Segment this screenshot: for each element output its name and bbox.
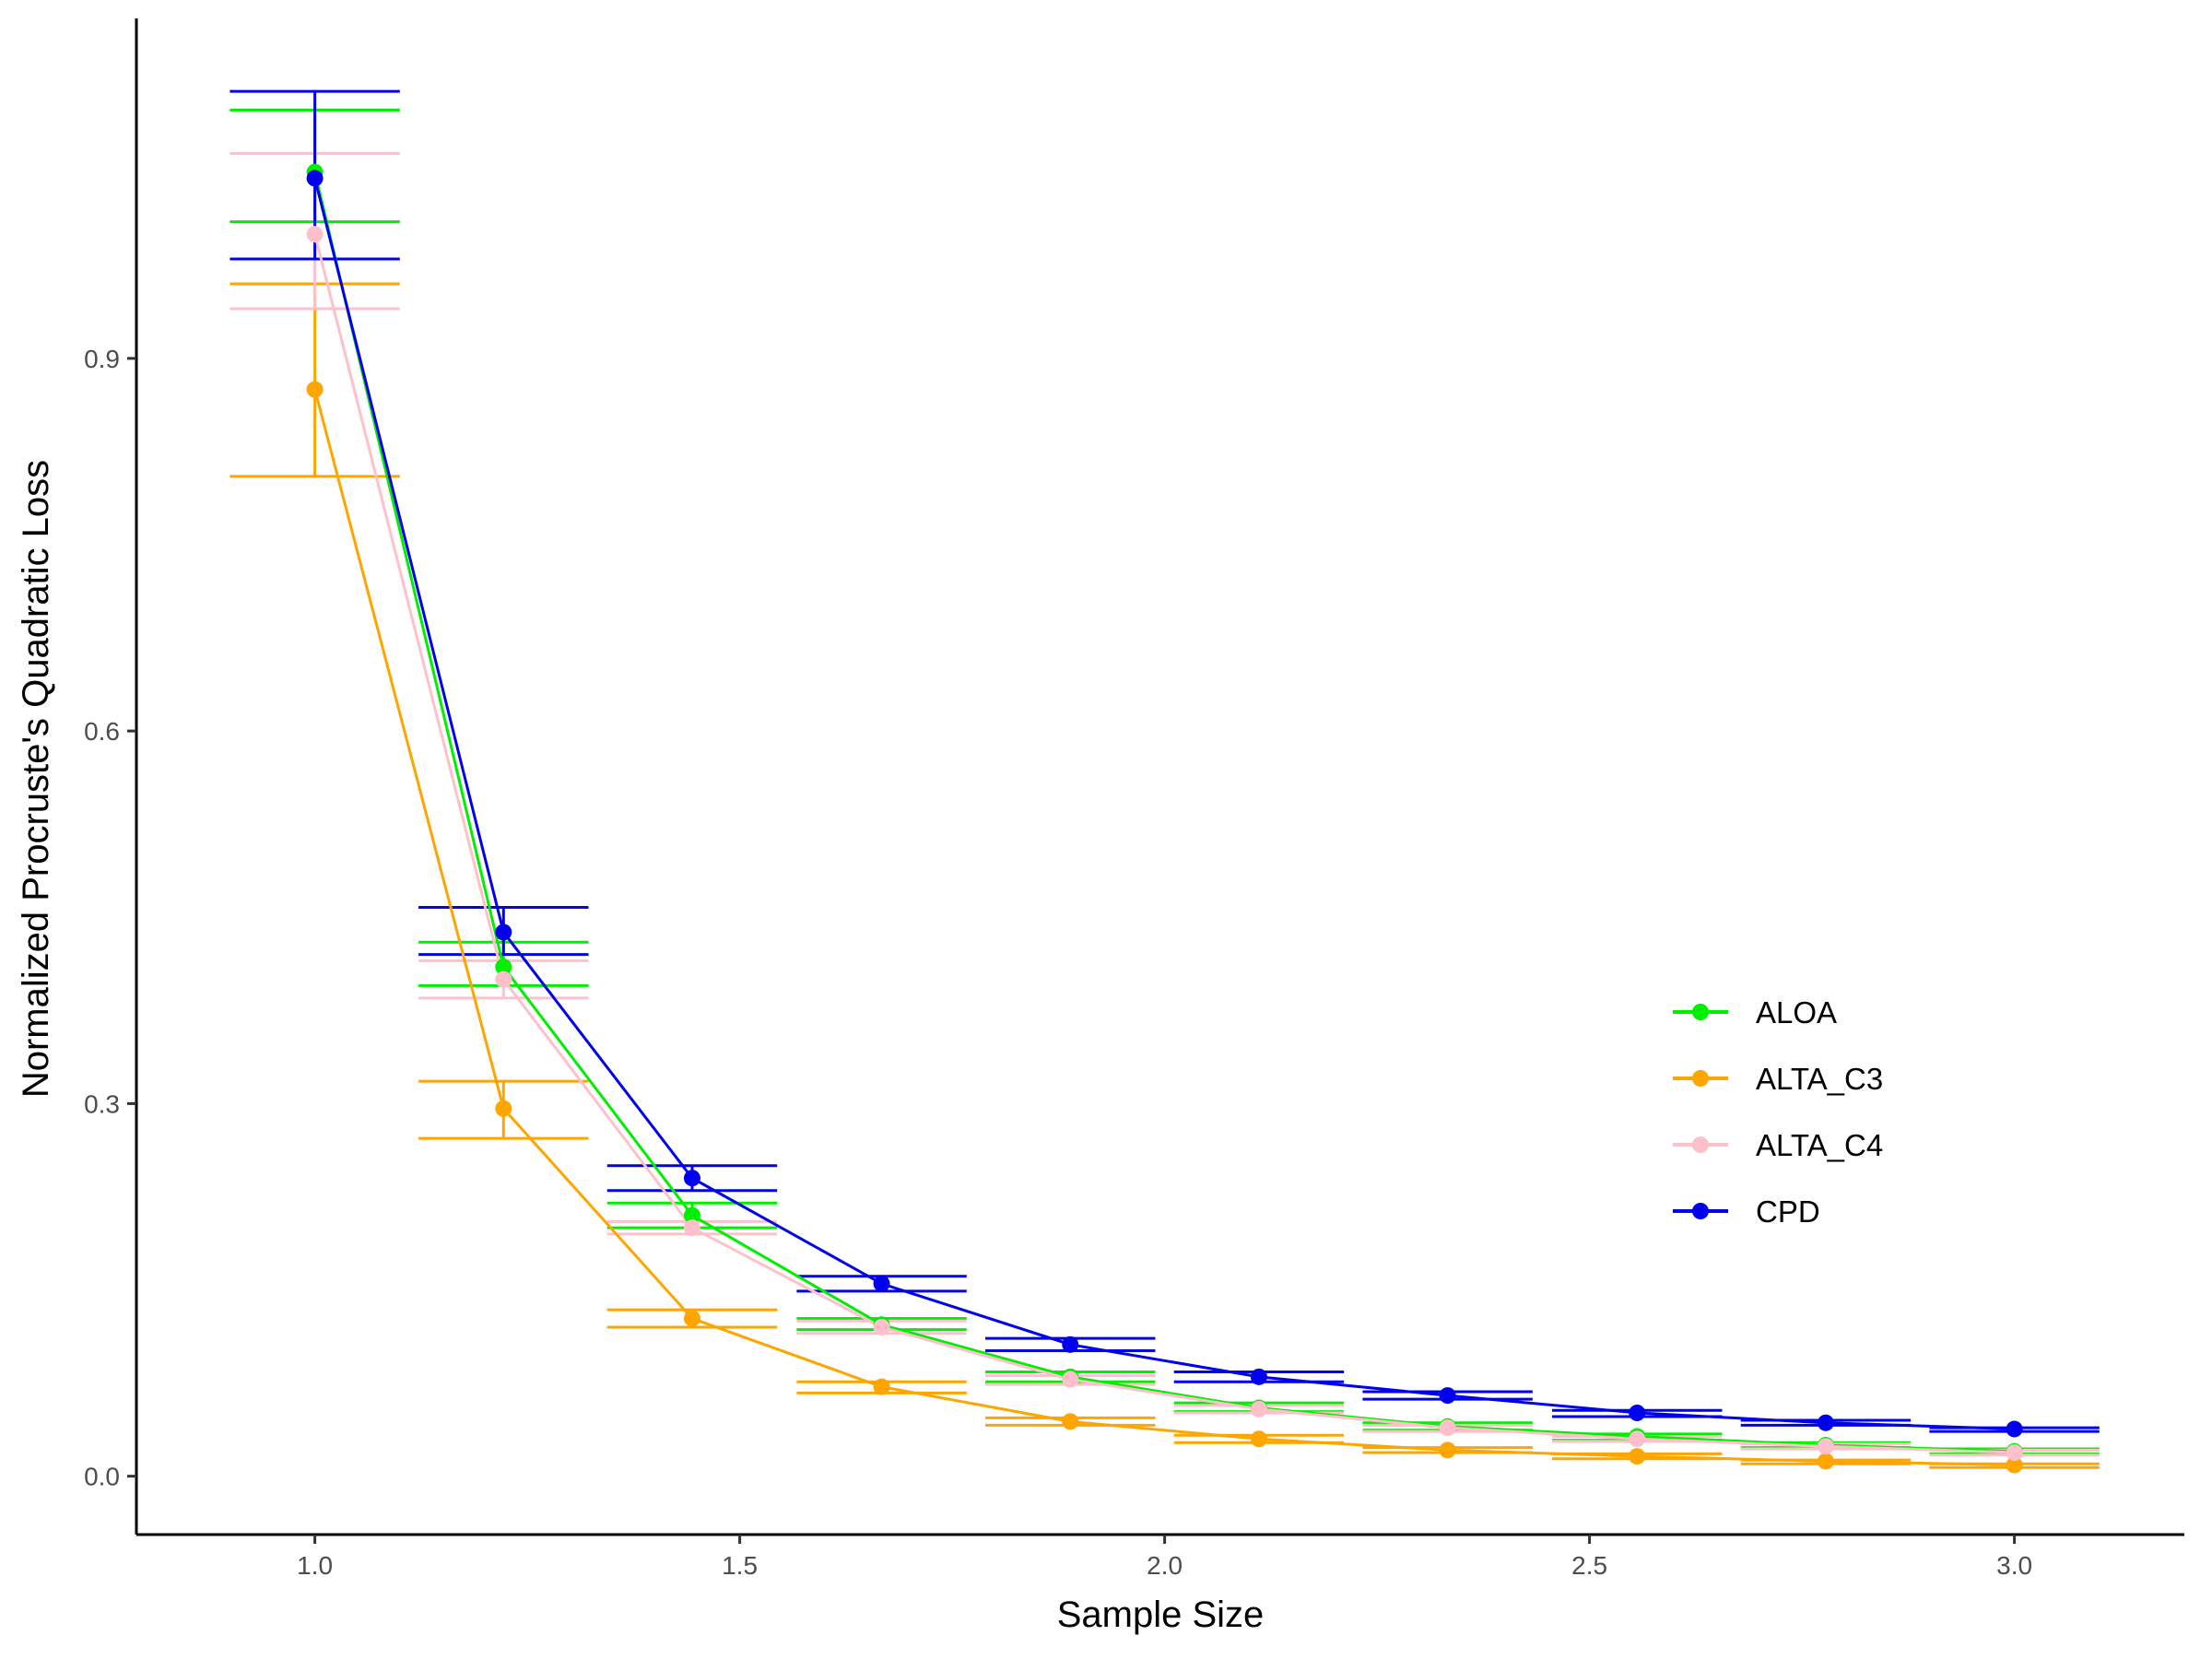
x-tick-label: 1.0	[297, 1551, 333, 1580]
legend-label-alta-c4: ALTA_C4	[1756, 1128, 1883, 1162]
cpd-point	[683, 1170, 700, 1187]
ticks: 1.0 1.5 2.0 2.5 3.0 0.0 0.3 0.6 0.9	[84, 345, 2032, 1580]
alta-c3-point	[1817, 1453, 1834, 1470]
cpd-point	[1439, 1387, 1456, 1405]
legend-key-point-cpd	[1692, 1203, 1709, 1219]
x-axis-title: Sample Size	[1057, 1594, 1265, 1635]
alta-c4-point	[1439, 1419, 1456, 1437]
y-tick-label: 0.3	[84, 1089, 120, 1118]
alta-c3-point	[306, 381, 324, 398]
cpd-point	[1250, 1368, 1267, 1385]
alta-c4-point	[2006, 1444, 2023, 1462]
legend-key-point-alta-c3	[1692, 1070, 1709, 1087]
aloa-point	[495, 959, 512, 976]
y-tick-label: 0.9	[84, 345, 120, 373]
alta-c3-point	[873, 1378, 890, 1395]
alta-c4-line	[313, 233, 2015, 1454]
alta-c3-point	[1629, 1448, 1646, 1465]
alta-c3-line	[313, 389, 2015, 1467]
alta-c3-point	[2006, 1456, 2023, 1474]
legend-label-alta-c3: ALTA_C3	[1756, 1062, 1883, 1096]
cpd-point	[495, 924, 512, 941]
cpd-point	[2006, 1420, 2023, 1438]
legend-key-point-alta-c4	[1692, 1136, 1709, 1153]
cpd-point	[873, 1275, 890, 1292]
x-tick-label: 1.5	[722, 1551, 758, 1580]
alta-c4-point	[306, 226, 324, 243]
alta-c4-point	[495, 971, 512, 988]
alta-c4-point	[683, 1219, 700, 1237]
y-tick-label: 0.0	[84, 1463, 120, 1491]
legend: ALOA ALTA_C3 ALTA_C4 CPD	[1673, 995, 1883, 1229]
legend-key-point-aloa	[1692, 1004, 1709, 1020]
alta-c4-point	[1062, 1371, 1079, 1388]
x-tick-label: 2.0	[1147, 1551, 1182, 1580]
cpd-point	[306, 170, 324, 187]
alta-c3-point	[683, 1310, 700, 1327]
aloa-line	[313, 171, 2015, 1453]
alta-c3-point	[1062, 1413, 1079, 1430]
alta-c3-point	[1250, 1430, 1267, 1448]
axes	[135, 18, 2184, 1536]
alta-c3-point	[1439, 1441, 1456, 1459]
alta-c4-point	[1817, 1438, 1834, 1455]
series-lines	[313, 171, 2015, 1467]
alta-c4-point	[1250, 1400, 1267, 1418]
alta-c3-point	[495, 1100, 512, 1117]
legend-label-aloa: ALOA	[1756, 995, 1837, 1030]
series-points	[306, 163, 2023, 1474]
x-tick-label: 2.5	[1571, 1551, 1607, 1580]
cpd-line	[313, 178, 2015, 1430]
cpd-point	[1062, 1335, 1079, 1353]
legend-label-cpd: CPD	[1756, 1194, 1820, 1229]
y-tick-label: 0.6	[84, 717, 120, 746]
cpd-point	[1817, 1414, 1834, 1431]
cpd-point	[1629, 1404, 1646, 1421]
y-axis-title: Normalized Procruste's Quadratic Loss	[16, 460, 56, 1098]
aloa-point	[683, 1206, 700, 1224]
alta-c4-point	[1629, 1430, 1646, 1448]
alta-c4-point	[873, 1318, 890, 1335]
x-tick-label: 3.0	[1996, 1551, 2032, 1580]
